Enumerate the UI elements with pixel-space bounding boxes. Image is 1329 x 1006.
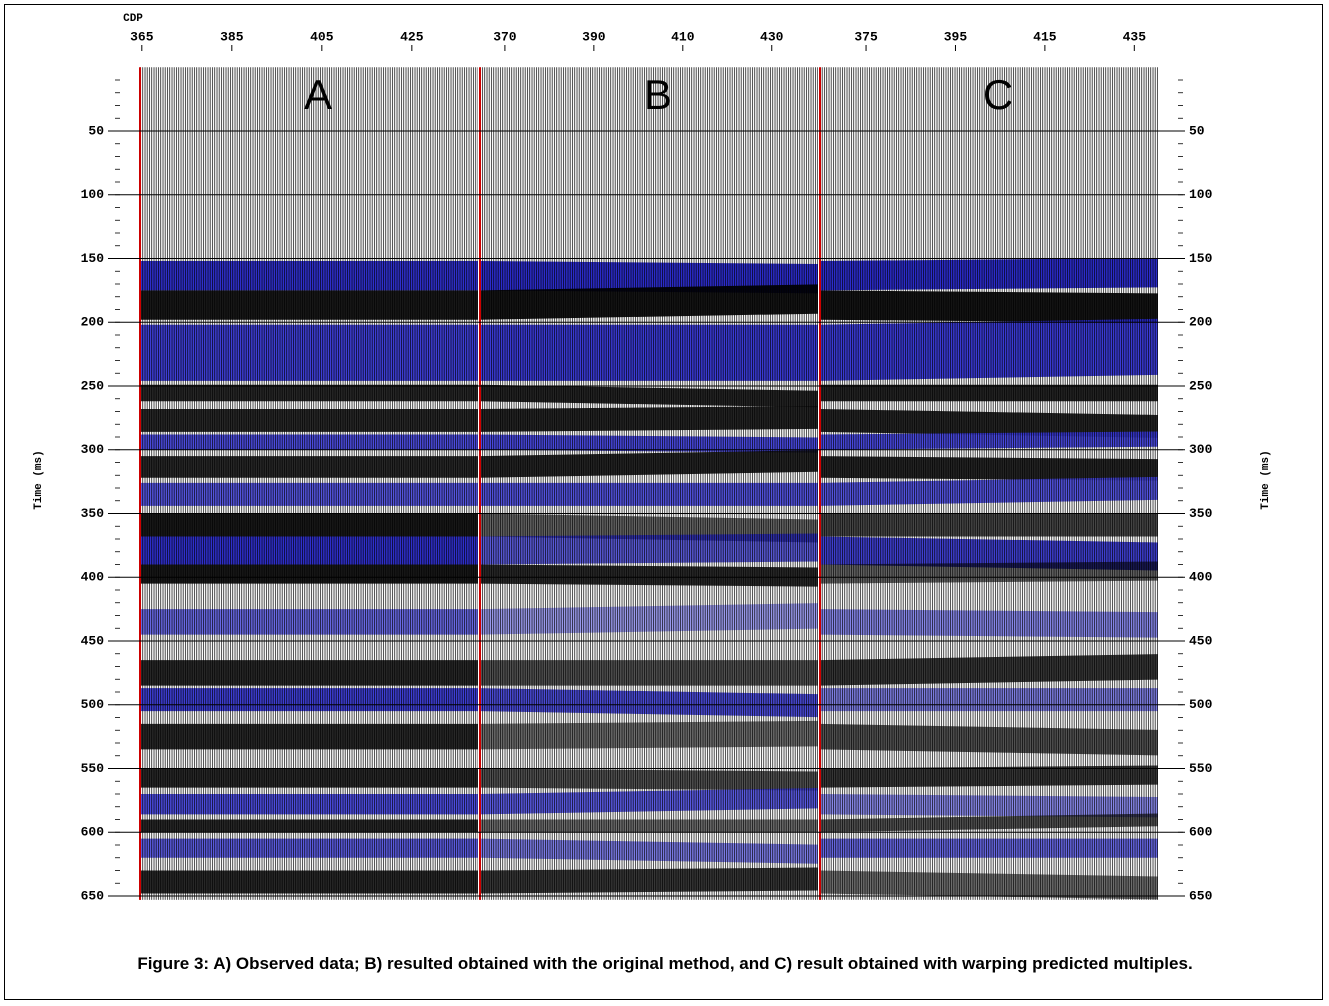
y-tick-label: 600	[81, 825, 105, 840]
y-tick-label: 350	[81, 506, 105, 521]
panel-label: A	[304, 71, 332, 118]
x-tick-label: 390	[582, 29, 606, 44]
y-tick-label: 450	[81, 633, 105, 648]
x-tick-label: 430	[760, 29, 784, 44]
y-tick-label-right: 400	[1189, 570, 1213, 585]
y-axis-label-right: Time (ms)	[1260, 450, 1272, 509]
x-axis-label: CDP	[123, 13, 143, 25]
y-tick-label-right: 350	[1189, 506, 1213, 521]
y-tick-label: 650	[81, 888, 105, 903]
x-tick-label: 365	[130, 29, 154, 44]
y-tick-label-right: 550	[1189, 761, 1213, 776]
y-tick-label: 100	[81, 187, 105, 202]
x-tick-label: 425	[400, 29, 424, 44]
caption: Figure 3: A) Observed data; B) resulted …	[137, 954, 1193, 973]
y-tick-label-right: 600	[1189, 825, 1213, 840]
panel-label: C	[983, 71, 1013, 118]
seismic-panel	[139, 67, 478, 900]
figure-frame	[4, 4, 1323, 1000]
y-tick-label-right: 150	[1189, 251, 1213, 266]
seismic-panel	[819, 67, 1158, 900]
x-tick-label: 410	[671, 29, 695, 44]
y-tick-label: 400	[81, 570, 105, 585]
panel-label: B	[644, 71, 672, 118]
y-tick-label-right: 450	[1189, 633, 1213, 648]
wiggle-traces	[820, 67, 1158, 900]
seismic-figure: CDP Time (ms) Time (ms) A 365 385 405 425 B 37…	[33, 13, 1272, 904]
y-tick-label: 250	[81, 378, 105, 393]
y-tick-label: 50	[88, 123, 104, 138]
x-tick-label: 405	[310, 29, 334, 44]
wiggle-traces	[140, 67, 478, 900]
y-tick-label-right: 250	[1189, 378, 1213, 393]
x-tick-label: 385	[220, 29, 244, 44]
x-tick-label: 370	[493, 29, 517, 44]
y-tick-label: 200	[81, 315, 105, 330]
wiggle-traces	[480, 67, 818, 900]
y-tick-label-right: 650	[1189, 888, 1213, 903]
y-tick-label-right: 200	[1189, 315, 1213, 330]
x-tick-label: 375	[854, 29, 878, 44]
y-tick-label-right: 50	[1189, 123, 1205, 138]
y-tick-label: 550	[81, 761, 105, 776]
y-tick-label: 150	[81, 251, 105, 266]
y-tick-label-right: 100	[1189, 187, 1213, 202]
y-tick-label-right: 500	[1189, 697, 1213, 712]
x-tick-label: 395	[944, 29, 968, 44]
seismic-panel	[479, 67, 818, 900]
y-axis-label: Time (ms)	[33, 450, 45, 509]
y-tick-label: 500	[81, 697, 105, 712]
x-tick-label: 415	[1033, 29, 1057, 44]
y-tick-label-right: 300	[1189, 442, 1213, 457]
x-tick-label: 435	[1123, 29, 1147, 44]
y-tick-label: 300	[81, 442, 105, 457]
